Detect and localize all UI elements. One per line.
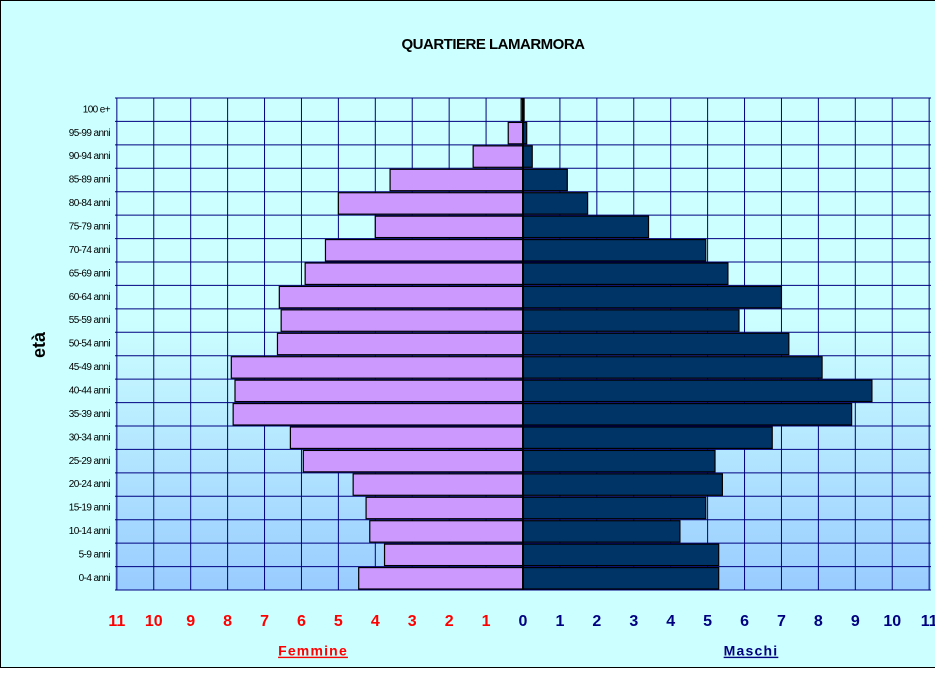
x-tick-label: 9 xyxy=(851,613,860,630)
y-tick-label: 35-39 anni xyxy=(69,409,111,420)
bar xyxy=(523,193,588,214)
y-tick-label: 5-9 anni xyxy=(79,549,111,560)
x-tick-label: 10 xyxy=(883,613,901,630)
bar xyxy=(473,146,523,167)
bar xyxy=(523,169,567,190)
bar xyxy=(523,521,680,542)
x-tick-label: 3 xyxy=(629,613,638,630)
bar xyxy=(353,474,523,495)
bar xyxy=(235,380,523,401)
x-tick-label: 7 xyxy=(777,613,786,630)
bar xyxy=(281,310,523,331)
y-tick-label: 15-19 anni xyxy=(69,503,111,514)
y-tick-label: 75-79 anni xyxy=(69,221,111,232)
y-tick-label: 65-69 anni xyxy=(69,268,111,279)
bar xyxy=(523,333,789,354)
bar xyxy=(523,497,706,518)
bar xyxy=(359,568,523,589)
bar xyxy=(370,521,523,542)
chart-title: QUARTIERE LAMARMORA xyxy=(402,36,586,53)
x-tick-label: 11 xyxy=(921,613,935,630)
y-tick-label: 55-59 anni xyxy=(69,315,111,326)
bar xyxy=(523,474,722,495)
bar xyxy=(290,427,523,448)
x-tick-label: 6 xyxy=(297,613,306,630)
y-tick-label: 40-44 anni xyxy=(69,385,111,396)
bar xyxy=(523,286,781,307)
x-tick-label: 2 xyxy=(592,613,601,630)
legend-label: Femmine xyxy=(278,643,348,659)
bar xyxy=(338,193,523,214)
bar xyxy=(366,497,523,518)
bar xyxy=(523,568,719,589)
bar xyxy=(385,544,523,565)
bar xyxy=(523,544,719,565)
x-tick-label: 8 xyxy=(814,613,823,630)
bar xyxy=(523,146,532,167)
x-tick-label: 9 xyxy=(186,613,195,630)
bar xyxy=(523,404,852,425)
y-tick-label: 95-99 anni xyxy=(69,128,111,139)
x-tick-label: 4 xyxy=(666,613,675,630)
bar xyxy=(523,310,739,331)
y-tick-label: 20-24 anni xyxy=(69,479,111,490)
x-tick-label: 11 xyxy=(108,613,125,630)
x-tick-label: 8 xyxy=(223,613,232,630)
y-tick-label: 45-49 anni xyxy=(69,362,111,373)
x-tick-label: 1 xyxy=(555,613,564,630)
bar xyxy=(279,286,523,307)
bar xyxy=(305,263,523,284)
bar xyxy=(523,263,728,284)
bar xyxy=(231,357,523,378)
bar xyxy=(303,450,523,471)
bar xyxy=(325,240,523,261)
x-tick-label: 10 xyxy=(145,613,163,630)
bar xyxy=(523,240,706,261)
y-tick-label: 100 e+ xyxy=(83,104,111,115)
bar xyxy=(523,380,872,401)
x-tick-label: 3 xyxy=(408,613,417,630)
y-tick-label: 10-14 anni xyxy=(69,526,111,537)
bar xyxy=(523,357,822,378)
bar xyxy=(523,450,715,471)
bar xyxy=(375,216,523,237)
x-tick-label: 7 xyxy=(260,613,269,630)
y-tick-label: 85-89 anni xyxy=(69,175,111,186)
y-tick-label: 80-84 anni xyxy=(69,198,111,209)
y-tick-label: 30-34 anni xyxy=(69,432,111,443)
bar xyxy=(508,122,523,143)
x-tick-label: 4 xyxy=(371,613,380,630)
x-tick-label: 0 xyxy=(519,613,528,630)
bar xyxy=(277,333,523,354)
x-tick-label: 6 xyxy=(740,613,749,630)
y-tick-label: 0-4 anni xyxy=(79,573,111,584)
y-tick-label: 60-64 anni xyxy=(69,292,111,303)
bar xyxy=(523,216,649,237)
x-tick-label: 5 xyxy=(334,613,343,630)
bar xyxy=(233,404,523,425)
x-tick-label: 2 xyxy=(445,613,454,630)
x-tick-label: 1 xyxy=(482,613,491,630)
bar xyxy=(523,427,772,448)
y-tick-label: 70-74 anni xyxy=(69,245,111,256)
y-tick-label: 50-54 anni xyxy=(69,339,111,350)
x-tick-label: 5 xyxy=(703,613,712,630)
legend-label: Maschi xyxy=(724,643,779,659)
y-axis-label: età xyxy=(29,331,49,358)
y-tick-label: 90-94 anni xyxy=(69,151,111,162)
y-tick-label: 25-29 anni xyxy=(69,456,111,467)
bar xyxy=(390,169,523,190)
